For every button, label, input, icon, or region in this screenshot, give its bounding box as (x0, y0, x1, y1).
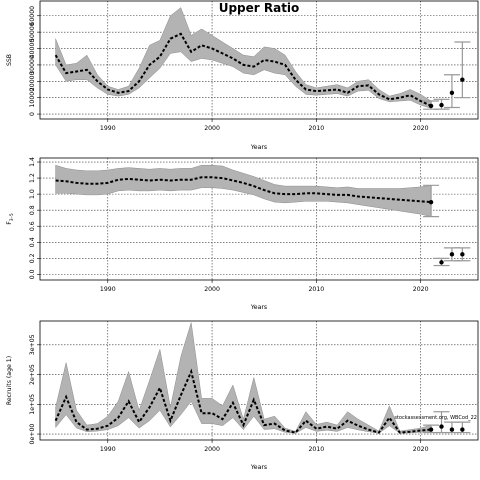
x-axis-label: Years (250, 464, 267, 471)
y-tick-label: 1.0 (29, 189, 36, 199)
y-tick-label: 0.0 (29, 269, 36, 279)
forecast-errorbar (454, 41, 471, 99)
forecast-point (428, 427, 434, 432)
y-tick-label: 2e+05 (29, 364, 36, 385)
y-tick-label: 0.2 (29, 253, 36, 263)
forecast-errorbar (454, 247, 471, 262)
y-axis-label: F3–5 (6, 213, 15, 225)
x-tick-label: 1990 (100, 286, 116, 293)
y-tick-label: 0.6 (29, 221, 36, 231)
y-axis-label-subscript: 3–5 (9, 213, 15, 221)
x-tick-label: 2000 (204, 286, 220, 293)
forecast-point (449, 252, 455, 257)
forecast-point (449, 427, 455, 432)
median-line (54, 368, 432, 434)
forecast-point (460, 427, 465, 432)
y-tick-label: 3e+05 (29, 334, 36, 355)
x-axis-label: Years (250, 144, 267, 151)
plot-frame (39, 0, 479, 120)
forecast-point (439, 424, 444, 429)
y-axis-label: SSB (6, 54, 13, 66)
forecast-point (428, 103, 434, 109)
forecast-point (460, 252, 465, 257)
x-tick-label: 1990 (100, 125, 116, 132)
panel-2: 1990 2000 2010 2020 0.0 0.2 0.4 0.6 0.8 1.0 1.2 1.4… (6, 157, 479, 311)
y-axis-label-main: F (6, 221, 13, 225)
confidence-band (55, 164, 432, 217)
forecast-errorbar (433, 98, 450, 110)
x-axis-label: Years (250, 304, 267, 311)
forecast-errorbar (423, 184, 440, 218)
panel-1: 1990 2000 2010 2020 0 10000200003000040000500… (6, 0, 479, 151)
forecast-errorbar (454, 421, 471, 434)
x-tick-label: 2010 (308, 286, 324, 293)
x-tick-label: 2020 (413, 286, 429, 293)
chart-title: Upper Ratio (219, 1, 300, 15)
y-tick-label: 1.2 (29, 173, 36, 183)
confidence-band (55, 322, 432, 434)
y-tick-label: 1.4 (29, 157, 36, 167)
forecast-errorbar (433, 257, 450, 267)
panel-3: 1990 2000 2010 2020 0e+00 1e+05 2e+05 3e+05 Year… (6, 320, 479, 471)
watermark-text: stockassessment.org, WBCod_22 (394, 415, 477, 421)
y-tick-label: 20000 (29, 71, 36, 91)
x-tick-label: 2010 (308, 125, 324, 132)
x-tick-label: 1990 (100, 446, 116, 453)
plot-frame (39, 157, 479, 281)
y-axis-label: Recruits (age 1) (6, 356, 13, 405)
y-tick-label: 0 (29, 112, 36, 116)
forecast-point (460, 77, 465, 82)
x-tick-label: 2020 (413, 125, 429, 132)
median-line (55, 176, 432, 204)
x-tick-label: 2010 (308, 446, 324, 453)
forecast-errorbar (443, 421, 460, 434)
x-tick-label: 2000 (204, 446, 220, 453)
y-tick-label: 60000 (29, 6, 36, 26)
y-tick-label: 0.4 (29, 237, 36, 247)
y-tick-label: 10000 (29, 88, 36, 108)
x-tick-label: 2020 (413, 446, 429, 453)
median-line (54, 32, 432, 107)
forecast-point (439, 260, 444, 265)
forecast-errorbar (443, 74, 460, 109)
y-tick-label: 50000 (29, 22, 36, 42)
forecast-point (449, 90, 455, 95)
y-tick-label: 1e+05 (29, 394, 36, 415)
x-tick-label: 2000 (204, 125, 220, 132)
forecast-point (428, 199, 434, 205)
y-tick-label: 40000 (29, 39, 36, 59)
confidence-band (55, 7, 432, 109)
y-tick-label: 0.8 (29, 205, 36, 215)
y-tick-label: 0e+00 (29, 424, 36, 445)
forecast-point (439, 102, 444, 108)
y-tick-label: 30000 (29, 55, 36, 75)
plot-frame (39, 320, 479, 441)
